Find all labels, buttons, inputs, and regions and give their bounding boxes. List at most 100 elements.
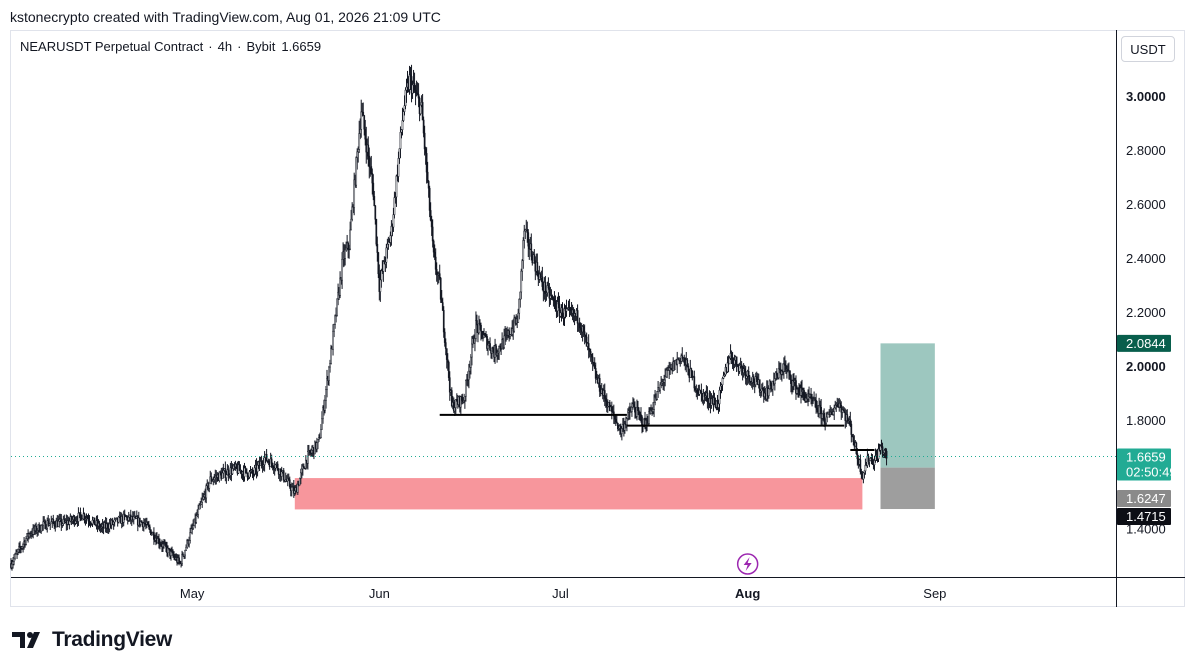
candle-body	[722, 375, 725, 379]
candle-body	[404, 89, 407, 106]
candle-body	[422, 119, 425, 134]
chart-legend[interactable]: NEARUSDT Perpetual Contract · 4h · Bybit 1.66…	[20, 39, 321, 54]
candle-body	[588, 348, 591, 352]
candle-body	[244, 467, 247, 469]
y-tick-label: 2.2000	[1126, 305, 1166, 320]
candle-body	[626, 418, 628, 425]
candle-body	[576, 310, 579, 324]
candle-body	[345, 247, 347, 251]
candle-body	[256, 465, 259, 472]
candle-body	[492, 348, 494, 353]
candle-body	[616, 423, 619, 430]
candle-body	[748, 376, 751, 382]
candle-body	[13, 557, 15, 562]
candle-body	[87, 518, 90, 522]
candle-body	[591, 356, 594, 363]
candle-body	[663, 379, 665, 383]
candle-body	[184, 550, 186, 556]
candle-body	[349, 229, 351, 250]
candle-body	[752, 376, 755, 383]
candle-body	[773, 378, 776, 384]
tradingview-wordmark: TradingView	[52, 628, 173, 651]
candle-body	[357, 149, 360, 153]
candle-body	[740, 364, 743, 368]
candle-body	[386, 244, 389, 249]
candle-body	[790, 375, 792, 384]
candle-body	[738, 365, 741, 372]
candle-body	[681, 355, 684, 359]
candle-body	[820, 406, 822, 419]
candle-body	[320, 429, 322, 438]
candle-body	[298, 478, 301, 486]
candle-body	[185, 546, 187, 551]
candle-body	[834, 405, 837, 409]
candle-body	[633, 403, 635, 408]
legend-separator: ·	[237, 39, 242, 54]
candle-body	[825, 416, 828, 424]
candle-body	[530, 243, 533, 257]
candle-body	[282, 470, 285, 481]
currency-unit-button[interactable]: USDT	[1121, 36, 1175, 62]
candle-body	[728, 358, 731, 365]
candle-body	[587, 343, 590, 350]
candle-body	[158, 538, 160, 545]
candle-body	[700, 390, 703, 394]
candle-body	[431, 226, 434, 242]
candle-body	[438, 273, 441, 279]
price-tag-bg	[1117, 508, 1171, 525]
candle-body	[487, 344, 489, 349]
candle-body	[360, 111, 363, 130]
candle-body	[687, 365, 690, 376]
candle-body	[604, 398, 607, 402]
candle-body	[690, 368, 693, 372]
candle-body	[559, 312, 562, 317]
candle-body	[199, 504, 202, 506]
candle-body	[852, 436, 855, 443]
candle-body	[60, 518, 63, 526]
candle-body	[303, 466, 305, 469]
candle-body	[554, 300, 557, 309]
candle-body	[851, 434, 854, 437]
candle-body	[260, 461, 263, 465]
candle-body	[351, 206, 354, 220]
candle-body	[363, 115, 366, 130]
candle-body	[454, 399, 457, 408]
candle-body	[22, 544, 24, 548]
candle-body	[585, 336, 588, 347]
candle-body	[330, 347, 332, 364]
candle-body	[57, 520, 60, 527]
candle-body	[91, 519, 94, 525]
candle-body	[810, 394, 812, 400]
candle-body	[855, 442, 858, 454]
candle-body	[309, 450, 311, 453]
candle-body	[293, 490, 296, 494]
candle-body	[433, 251, 436, 258]
candle-body	[447, 362, 450, 378]
event-icon-bolt	[743, 557, 752, 571]
candle-body	[208, 482, 211, 489]
price-tag-bg	[1117, 334, 1171, 352]
candle-body	[470, 356, 472, 368]
candle-body	[299, 472, 302, 479]
candle-body	[443, 331, 446, 343]
candle-body	[127, 516, 130, 521]
price-tag-value: 2.0844	[1126, 336, 1166, 351]
candle-body	[375, 219, 378, 245]
candle-body	[333, 324, 335, 332]
candle-body	[444, 342, 447, 349]
candle-body	[503, 335, 505, 349]
candle-body	[251, 469, 254, 475]
stop-zone	[880, 467, 935, 510]
event-lightning-icon	[736, 553, 759, 575]
candle-body	[731, 357, 734, 364]
candle-body	[425, 153, 428, 173]
candle-body	[132, 516, 135, 520]
tradingview-logo[interactable]: TradingView	[12, 627, 172, 653]
candle-body	[867, 455, 870, 462]
candle-body	[350, 218, 353, 231]
candle-body	[706, 392, 709, 402]
candle-body	[324, 399, 326, 411]
candle-body	[523, 230, 526, 241]
candle-body	[373, 196, 376, 207]
